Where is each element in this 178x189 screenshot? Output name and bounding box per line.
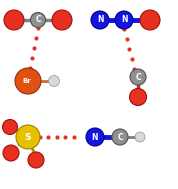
Circle shape (91, 11, 109, 29)
Circle shape (2, 119, 17, 135)
Text: N: N (121, 15, 127, 25)
Circle shape (135, 132, 145, 142)
Text: S: S (25, 132, 31, 142)
Circle shape (30, 12, 46, 28)
Circle shape (112, 129, 128, 145)
Circle shape (48, 75, 59, 87)
Circle shape (15, 68, 41, 94)
Circle shape (130, 88, 146, 105)
Text: N: N (92, 132, 98, 142)
Circle shape (52, 10, 72, 30)
Text: C: C (35, 15, 41, 25)
Circle shape (130, 69, 146, 85)
Circle shape (140, 10, 160, 30)
Text: C: C (117, 132, 123, 142)
Circle shape (28, 152, 44, 168)
Text: N: N (97, 15, 103, 25)
Circle shape (3, 145, 19, 161)
Circle shape (86, 128, 104, 146)
Text: C: C (135, 73, 141, 81)
Text: Br: Br (23, 78, 31, 84)
Circle shape (16, 125, 40, 149)
Circle shape (4, 10, 24, 30)
Circle shape (115, 11, 133, 29)
